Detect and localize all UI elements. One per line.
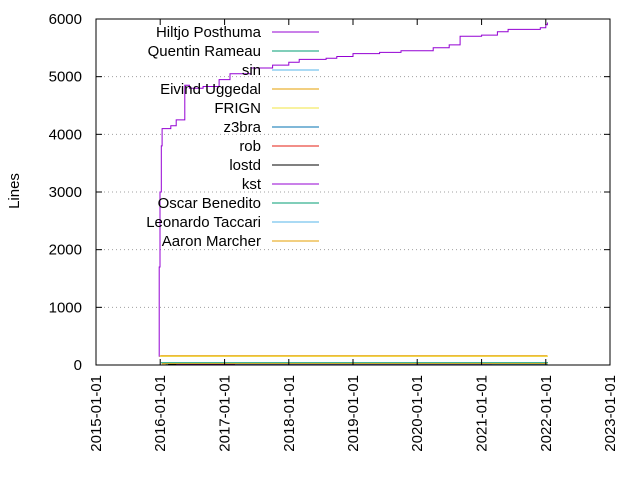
- legend: Hiltjo Posthuma Quentin Rameau sin Eivind U…: [146, 24, 319, 250]
- series-layer: [158, 22, 548, 366]
- legend-label: rob: [239, 138, 261, 155]
- axis-ticks: 0 1000 2000 3000 4000 5000 6000 2015-01-01 2016-…: [49, 11, 619, 452]
- y-tick-label: 0: [74, 357, 82, 374]
- x-tick-label: 2016-01-01: [152, 375, 169, 452]
- grid-lines: [96, 76, 610, 308]
- y-tick-label: 3000: [49, 184, 82, 201]
- legend-label: Eivind Uggedal: [160, 81, 261, 98]
- x-tick-label: 2015-01-01: [88, 375, 105, 452]
- x-tick-label: 2020-01-01: [409, 375, 426, 452]
- y-tick-label: 5000: [49, 69, 82, 86]
- y-tick-label: 6000: [49, 11, 82, 28]
- x-tick-label: 2021-01-01: [474, 375, 491, 452]
- legend-label: Oscar Benedito: [158, 195, 261, 212]
- legend-label: z3bra: [223, 119, 261, 136]
- legend-label: Quentin Rameau: [148, 43, 261, 60]
- legend-label: kst: [242, 176, 262, 193]
- legend-label: Leonardo Taccari: [146, 214, 261, 231]
- legend-label: Hiltjo Posthuma: [156, 24, 262, 41]
- legend-label: sin: [242, 62, 261, 79]
- x-tick-label: 2022-01-01: [538, 375, 555, 452]
- legend-label: lostd: [229, 157, 261, 174]
- legend-label: FRIGN: [214, 100, 261, 117]
- x-tick-label: 2018-01-01: [281, 375, 298, 452]
- y-tick-label: 4000: [49, 126, 82, 143]
- series-line: [158, 22, 548, 357]
- x-tick-label: 2019-01-01: [345, 375, 362, 452]
- x-tick-label: 2017-01-01: [217, 375, 234, 452]
- y-tick-label: 1000: [49, 299, 82, 316]
- y-tick-label: 2000: [49, 242, 82, 259]
- y-axis-label: Lines: [6, 173, 23, 209]
- legend-label: Aaron Marcher: [162, 233, 261, 250]
- x-tick-label: 2023-01-01: [602, 375, 619, 452]
- series-line: [160, 362, 548, 364]
